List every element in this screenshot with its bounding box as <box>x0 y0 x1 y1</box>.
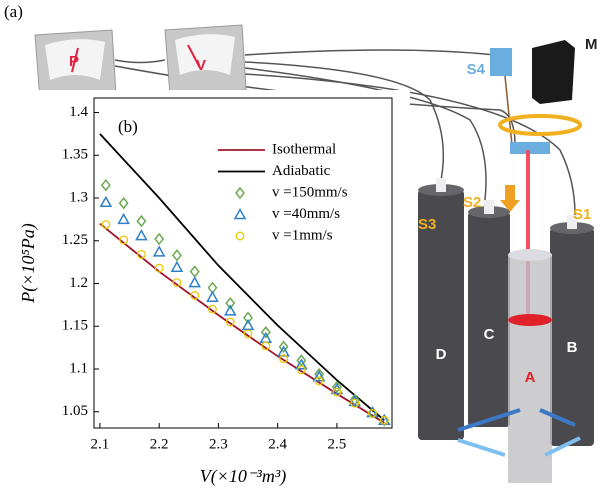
marker <box>277 345 290 357</box>
y-axis-label: P(×10⁵Pa) <box>18 223 39 303</box>
marker <box>101 220 111 229</box>
sensor-s4 <box>490 48 512 76</box>
y-tick-label: 1.2 <box>69 275 88 291</box>
motor <box>532 40 575 104</box>
cyl-c-label: C <box>484 326 495 343</box>
marker <box>223 304 237 316</box>
marker <box>170 260 184 273</box>
y-tick-label: 1.1 <box>69 360 88 376</box>
sensor-s2-label: S2 <box>463 194 481 211</box>
y-tick-label: 1.3 <box>69 189 88 205</box>
marker <box>172 278 182 288</box>
marker <box>235 231 245 241</box>
marker <box>117 212 130 225</box>
marker <box>260 326 271 339</box>
marker <box>188 276 201 288</box>
marker <box>206 290 219 302</box>
chart-background <box>0 90 410 497</box>
panel-b-label: (b) <box>118 117 138 136</box>
marker <box>331 380 342 394</box>
motor-label: M <box>585 36 598 53</box>
sensor-s1-label: S1 <box>573 206 591 223</box>
cyl-a-label: A <box>525 369 536 386</box>
marker <box>233 207 247 220</box>
marker <box>225 296 236 310</box>
marker <box>243 329 253 339</box>
x-tick-label: 2.3 <box>209 436 228 452</box>
arrow <box>500 185 520 212</box>
marker <box>350 398 360 408</box>
line <box>99 222 385 424</box>
sensor-s4-label: S4 <box>467 61 486 78</box>
gauge-p <box>34 29 117 101</box>
marker <box>136 214 147 228</box>
marker <box>152 245 166 257</box>
marker <box>278 340 289 353</box>
arm <box>510 142 550 154</box>
marker <box>154 232 165 246</box>
plot-frame <box>93 97 393 429</box>
marker <box>314 367 325 381</box>
marker <box>119 235 129 245</box>
y-tick-label: 1.05 <box>62 403 88 419</box>
marker <box>366 406 379 418</box>
x-axis-label: V(×10⁻³m³) <box>200 466 286 487</box>
marker <box>225 317 235 327</box>
marker <box>379 415 389 425</box>
x-tick-label: 2.2 <box>150 436 169 452</box>
marker <box>296 365 306 375</box>
pulley <box>498 114 582 136</box>
gauge-p-label: P <box>69 53 79 70</box>
marker <box>314 376 324 386</box>
marker <box>208 304 217 314</box>
legend-label: v =1mm/s <box>272 227 333 243</box>
marker <box>135 229 148 241</box>
marker <box>348 394 361 407</box>
marker <box>136 250 146 259</box>
y-tick-label: 1.35 <box>62 147 88 163</box>
marker <box>312 370 326 382</box>
marker <box>171 249 182 262</box>
marker <box>241 318 255 331</box>
legend-label: v =150mm/s <box>272 184 348 200</box>
y-tick-label: 1.15 <box>62 318 88 334</box>
marker <box>100 179 111 192</box>
line <box>99 133 385 421</box>
legend-label: v =40mm/s <box>272 206 340 222</box>
gauge-v-label: V <box>196 57 206 74</box>
marker <box>367 409 377 418</box>
x-tick-label: 2.4 <box>268 436 287 452</box>
x-tick-label: 2.5 <box>328 436 347 452</box>
cyl-d-label: D <box>436 346 447 363</box>
plot: 2.1 2.2 2.3 2.4 2.5 1.05 1.1 1.15 1.2 1.25 1.3 1.35… <box>62 104 391 452</box>
marker <box>332 387 342 397</box>
marker <box>295 358 308 370</box>
y-tick-label: 1.4 <box>69 104 88 120</box>
y-tick-label: 1.25 <box>62 232 88 248</box>
marker <box>279 354 289 364</box>
marker <box>243 311 253 324</box>
marker <box>118 196 129 210</box>
cyl-b-label: B <box>567 339 578 356</box>
marker <box>235 186 245 200</box>
sensor-s3-label: S3 <box>418 216 436 233</box>
panel-a-label: (a) <box>4 2 23 21</box>
marker <box>190 291 200 300</box>
legend-label: Adiabatic <box>272 163 331 179</box>
string <box>504 75 513 146</box>
marker <box>261 341 271 351</box>
cylinders <box>418 178 594 483</box>
legend-label: Isothermal <box>272 141 336 157</box>
marker <box>154 263 164 273</box>
x-tick-label: 2.1 <box>91 436 110 452</box>
marker <box>99 195 113 208</box>
